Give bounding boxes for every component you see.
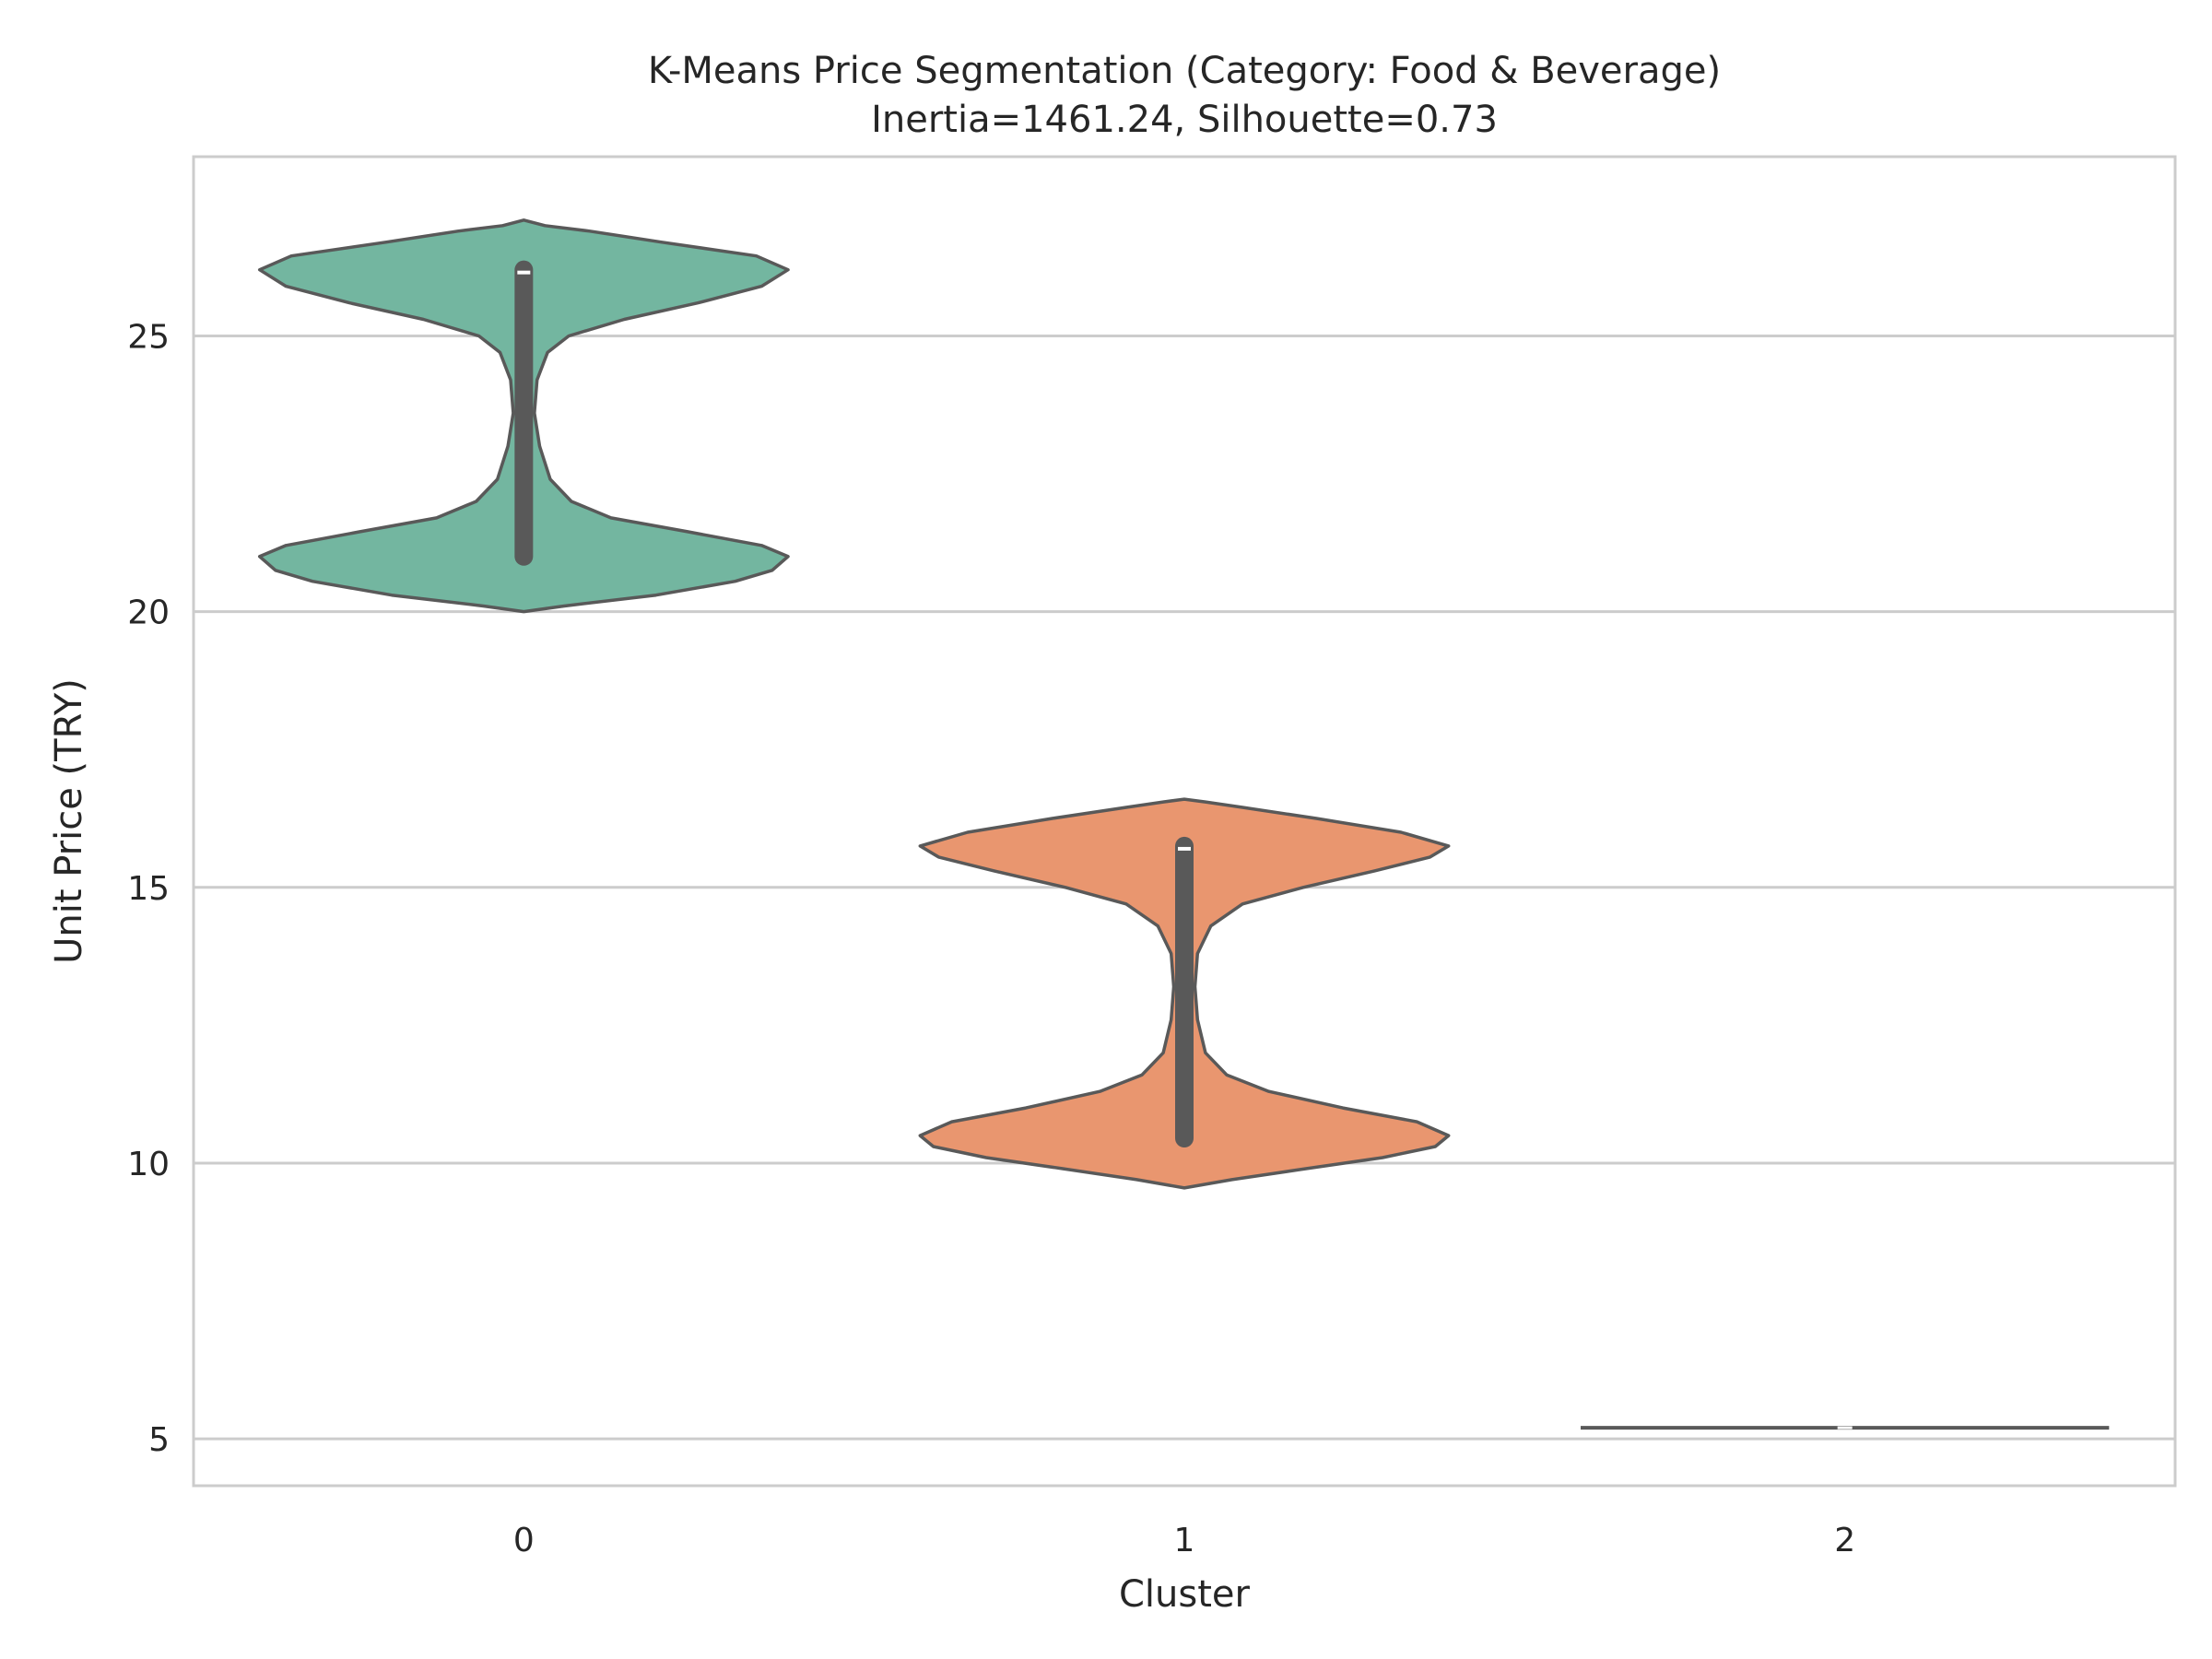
y-tick-label: 20: [127, 594, 170, 632]
x-tick-label: 1: [1174, 1522, 1195, 1559]
y-tick-label: 25: [127, 318, 170, 356]
x-tick-label: 2: [1834, 1522, 1855, 1559]
y-tick-label: 5: [148, 1421, 170, 1459]
violin-series: [257, 218, 2110, 1430]
x-tick-label: 0: [513, 1522, 535, 1559]
chart-subtitle: Inertia=1461.24, Silhouette=0.73: [871, 99, 1498, 141]
y-tick-label: 10: [127, 1146, 170, 1183]
y-axis-label: Unit Price (TRY): [48, 678, 90, 964]
x-tick-labels: 0 1 2: [513, 1522, 1855, 1559]
x-axis-label: Cluster: [1119, 1573, 1251, 1616]
plot-frame: [192, 155, 2177, 1488]
y-tick-label: 15: [127, 870, 170, 908]
y-tick-labels: 5 10 15 20 25: [127, 318, 170, 1459]
chart-title: K-Means Price Segmentation (Category: Fo…: [648, 50, 1721, 92]
